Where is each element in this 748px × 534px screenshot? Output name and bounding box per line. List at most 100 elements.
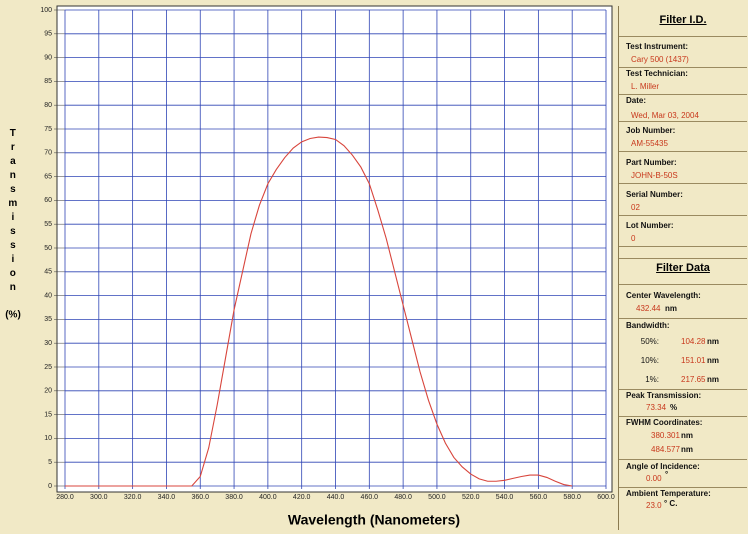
y-tick-label: 15 (44, 411, 52, 418)
plot-background (57, 6, 612, 492)
row-label: 10%: (640, 356, 659, 365)
field-value: AM-55435 (631, 139, 668, 148)
separator (619, 487, 747, 488)
y-tick-label: 20 (44, 388, 52, 395)
separator (619, 151, 747, 152)
field-value: 380.301 (651, 431, 680, 440)
y-tick-label: 90 (44, 54, 52, 61)
y-tick-label: 30 (44, 340, 52, 347)
x-axis-title: Wavelength (Nanometers) (288, 512, 460, 528)
data-line (65, 136, 573, 487)
field-value: 432.44 (636, 304, 661, 313)
section-title: Filter Data (656, 262, 710, 274)
field-label: Test Technician: (626, 69, 688, 78)
field-value: 104.28 (681, 337, 706, 346)
field-value: 73.34 (646, 403, 667, 412)
y-tick-label: 65 (44, 173, 52, 180)
separator (619, 215, 747, 216)
field-label: Test Instrument: (626, 42, 689, 51)
unit: % (670, 403, 678, 412)
y-tick-label: 80 (44, 102, 52, 109)
field-value: L. Miller (631, 82, 660, 91)
chart: Wavelength (Nanometers) Transmission (%)… (5, 5, 615, 528)
y-tick-label: 35 (44, 316, 52, 323)
separator (619, 246, 747, 247)
separator (619, 94, 747, 95)
x-tick-label: 460.0 (361, 494, 379, 501)
unit: nm (707, 375, 719, 384)
field-label: Peak Transmission: (626, 391, 702, 400)
separator (619, 416, 747, 417)
x-tick-label: 440.0 (327, 494, 345, 501)
unit: ° C. (664, 499, 678, 508)
x-tick-label: 380.0 (225, 494, 243, 501)
field-label: Angle of Incidence: (626, 462, 700, 471)
y-axis-title: Transmission (7, 128, 18, 296)
y-tick-label: 70 (44, 150, 52, 157)
row-label: 1%: (645, 375, 659, 384)
y-tick-label: 60 (44, 197, 52, 204)
y-tick-label: 10 (44, 435, 52, 442)
x-tick-label: 340.0 (158, 494, 176, 501)
x-tick-label: 280.0 (56, 494, 74, 501)
separator (619, 258, 747, 259)
y-tick-label: 50 (44, 245, 52, 252)
x-tick-label: 540.0 (496, 494, 514, 501)
field-value: 151.01 (681, 356, 706, 365)
x-tick-label: 520.0 (462, 494, 480, 501)
field-value: 0 (631, 234, 636, 243)
y-tick-label: 55 (44, 221, 52, 228)
x-tick-label: 420.0 (293, 494, 311, 501)
separator (619, 389, 747, 390)
x-tick-label: 580.0 (563, 494, 581, 501)
field-value: Cary 500 (1437) (631, 55, 689, 64)
section-title: Filter I.D. (659, 14, 707, 26)
y-tick-label: 95 (44, 31, 52, 38)
field-label: Ambient Temperature: (626, 489, 711, 498)
unit: nm (681, 431, 693, 440)
field-label: Part Number: (626, 158, 677, 167)
x-tick-label: 600.0 (597, 494, 615, 501)
x-tick-label: 560.0 (530, 494, 548, 501)
unit: nm (707, 337, 719, 346)
x-tick-label: 500.0 (428, 494, 446, 501)
separator (619, 284, 747, 285)
separator (619, 36, 747, 37)
y-tick-label: 40 (44, 292, 52, 299)
x-tick-label: 400.0 (259, 494, 277, 501)
y-tick-label: 5 (48, 459, 52, 466)
y-tick-label: 100 (40, 7, 52, 14)
field-label: Date: (626, 96, 647, 105)
field-label: FWHM Coordinates: (626, 418, 703, 427)
info-panel: Filter I.D. Test Instrument: Cary 500 (143… (618, 6, 747, 530)
field-label: Lot Number: (626, 221, 674, 230)
y-tick-label: 45 (44, 269, 52, 276)
field-label: Serial Number: (626, 190, 683, 199)
unit: nm (665, 304, 677, 313)
y-axis-unit: (%) (5, 310, 21, 321)
unit: nm (681, 445, 693, 454)
field-value: 217.65 (681, 375, 706, 384)
y-tick-label: 75 (44, 126, 52, 133)
y-tick-label: 25 (44, 364, 52, 371)
separator (619, 121, 747, 122)
x-tick-label: 300.0 (90, 494, 108, 501)
x-tick-label: 360.0 (191, 494, 209, 501)
field-value: 0.00 (646, 474, 662, 483)
separator (619, 183, 747, 184)
field-value: 02 (631, 203, 640, 212)
y-tick-label: 0 (48, 483, 52, 490)
field-label: Job Number: (626, 126, 676, 135)
plot-border (56, 5, 613, 493)
x-tick-label: 320.0 (124, 494, 142, 501)
field-label: Bandwidth: (626, 321, 670, 330)
field-value: Wed, Mar 03, 2004 (631, 111, 699, 120)
y-tick-label: 85 (44, 78, 52, 85)
separator (619, 67, 747, 68)
row-label: 50%: (640, 337, 659, 346)
unit: ° (665, 470, 669, 479)
separator (619, 318, 747, 319)
x-tick-label: 480.0 (394, 494, 412, 501)
separator (619, 459, 747, 460)
field-value: 23.0 (646, 501, 662, 510)
